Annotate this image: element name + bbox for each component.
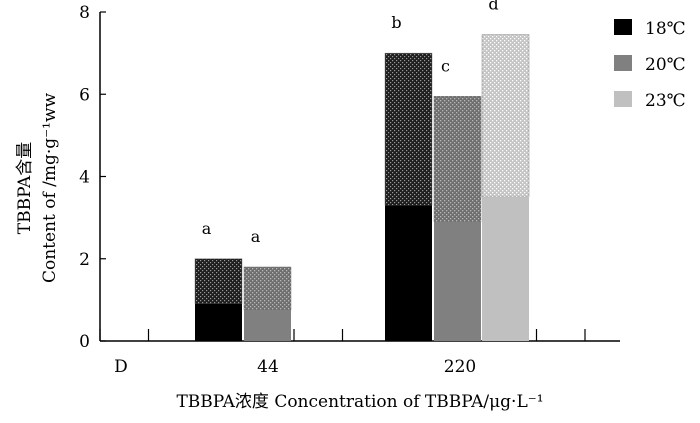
y-tick-label: 2 xyxy=(79,250,90,270)
x-tick-label: 220 xyxy=(444,357,476,377)
legend-label: 20℃ xyxy=(645,55,686,75)
y-tick-label: 8 xyxy=(79,3,90,23)
y-axis-title-line2: Content of /mg·g⁻¹ww xyxy=(40,93,60,284)
x-tick-label: D xyxy=(114,357,128,377)
bar-lower-segment xyxy=(385,205,432,341)
x-tick-label: 44 xyxy=(257,357,279,377)
y-axis-title-line1: TBBPA含量 xyxy=(15,142,35,234)
legend-swatch xyxy=(614,55,632,71)
significance-label: a xyxy=(202,219,212,238)
bar-upper-segment xyxy=(194,258,243,305)
y-axis-ticks: 0 2 4 6 8 xyxy=(79,3,106,352)
legend: 18℃ 20℃ 23℃ xyxy=(614,19,686,111)
x-axis-title: TBBPA浓度 Concentration of TBBPA/μg·L⁻¹ xyxy=(176,392,543,412)
legend-label: 18℃ xyxy=(645,19,686,39)
y-axis-title: TBBPA含量 Content of /mg·g⁻¹ww xyxy=(15,93,60,284)
significance-label: c xyxy=(441,56,450,75)
y-tick-label: 4 xyxy=(79,168,90,188)
significance-label: d xyxy=(488,0,498,14)
bar-lower-segment xyxy=(195,303,242,341)
bar-lower-segment xyxy=(482,197,529,341)
significance-label: b xyxy=(391,13,401,32)
legend-label: 23℃ xyxy=(645,91,686,111)
significance-labels: a b a c d xyxy=(202,0,499,246)
bar-upper-segment xyxy=(481,34,530,198)
bar-upper-segment xyxy=(384,52,433,206)
bar-upper-segment xyxy=(243,266,292,311)
bar-lower-segment xyxy=(434,221,481,341)
y-tick-label: 6 xyxy=(79,85,90,105)
bars-group xyxy=(194,34,530,341)
legend-swatch xyxy=(614,91,632,107)
y-tick-label: 0 xyxy=(79,332,90,352)
significance-label: a xyxy=(251,227,261,246)
bar-upper-segment xyxy=(433,96,482,222)
bar-lower-segment xyxy=(244,310,291,341)
legend-swatch xyxy=(614,19,632,35)
